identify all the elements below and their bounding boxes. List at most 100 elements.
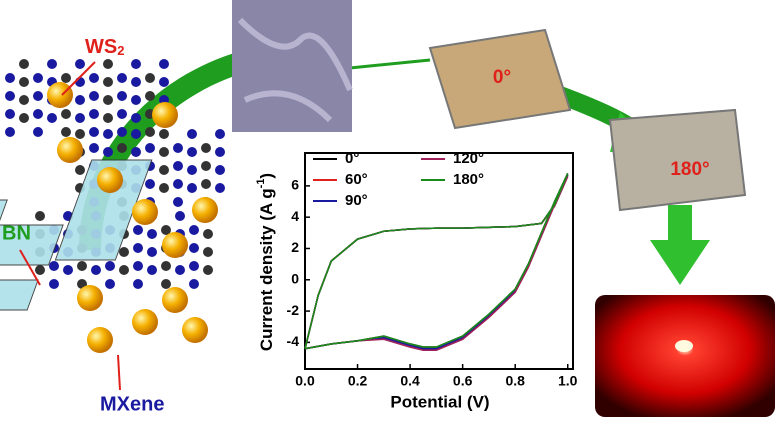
atom [215,183,225,193]
atom [203,229,213,239]
atom [33,109,43,119]
led-photo [595,295,775,417]
ws2-sphere [162,287,188,313]
atom [131,95,141,105]
atom [147,229,157,239]
atom [173,161,183,171]
cv-chart: Potential (V) Current density (A g-1) 0.… [255,150,578,412]
y-tick-label: 2 [291,239,299,255]
atom [5,109,15,119]
atom [89,91,99,101]
atom [161,279,171,289]
ws2-sphere [132,199,158,225]
atom [103,129,113,139]
legend-label: 0° [345,150,359,167]
atom [5,127,15,137]
atom [145,143,155,153]
x-tick-label: 0.2 [348,373,368,389]
atom [133,261,143,271]
atom [75,165,85,175]
atom [117,73,127,83]
atom [103,147,113,157]
atom [19,113,29,123]
ws2-sphere [97,167,123,193]
atom [75,95,85,105]
atom [47,113,57,123]
structure [0,59,225,353]
atom [131,59,141,69]
atom [75,113,85,123]
atom [91,265,101,275]
angle-label: 180° [670,159,709,180]
atom [187,147,197,157]
device-bent [608,108,747,212]
ws2-sphere [77,285,103,311]
atom [133,279,143,289]
atom [35,265,45,275]
atom [63,265,73,275]
arrow-head [650,240,710,285]
atom [145,179,155,189]
ws2-sphere [87,327,113,353]
atom [89,127,99,137]
atom [61,73,71,83]
y-tick-label: 4 [291,208,299,224]
atom [147,265,157,275]
atom [131,129,141,139]
atom [173,197,183,207]
atom [133,243,143,253]
ws2-sphere [162,232,188,258]
plot-frame [304,152,574,370]
bn-label: BN [2,222,31,244]
atom [19,77,29,87]
atom [175,265,185,275]
atom [61,109,71,119]
y-tick-label: 6 [291,177,299,193]
pointer [61,61,96,96]
led-spot [675,340,693,352]
atom [131,147,141,157]
atom [189,279,199,289]
atom [189,261,199,271]
atom [131,77,141,87]
atom [119,247,129,257]
sem-image [232,0,352,132]
pointer [19,249,41,286]
atom [173,143,183,153]
ws2-sphere [152,102,178,128]
atom [203,265,213,275]
ws2-sphere [47,82,73,108]
atom [159,129,169,139]
device-flat [428,28,572,130]
sem-texture [237,17,353,123]
atom [33,91,43,101]
x-tick-label: 0.0 [295,373,315,389]
atom [75,59,85,69]
atom [117,91,127,101]
x-tick-label: 0.4 [400,373,420,389]
atom [49,279,59,289]
atom [189,225,199,235]
atom [103,95,113,105]
atom [33,73,43,83]
atom [145,127,155,137]
atom [159,183,169,193]
atom [215,147,225,157]
atom [203,247,213,257]
y-label-sup: -1 [255,179,267,189]
atom [131,113,141,123]
atom [187,165,197,175]
y-tick-label: -2 [287,302,300,318]
atom [159,77,169,87]
legend-label: 90° [345,192,368,209]
ws2-label: WS2 [85,36,124,58]
atom [105,261,115,271]
atom [215,165,225,175]
atom [201,143,211,153]
atom [159,59,169,69]
atom [159,147,169,157]
atom [145,73,155,83]
atom [117,127,127,137]
legend-label: 120° [453,150,484,167]
atom [145,91,155,101]
